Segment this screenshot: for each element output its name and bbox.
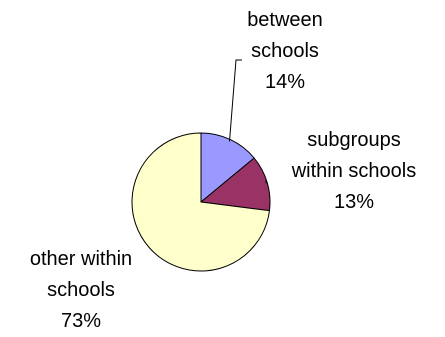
slice-label-line: other within: [29, 248, 133, 270]
slice-label-line: between: [247, 9, 323, 31]
leader-line-between-schools: [229, 59, 242, 142]
pie-slices: [131, 132, 271, 272]
slice-label-line: subgroups: [307, 129, 401, 151]
slice-label-other-within-schools: other within schools 73%: [2, 244, 160, 337]
slice-label-between-schools: between schools 14%: [226, 5, 344, 98]
pie-slice-other-within-schools: [131, 132, 271, 272]
slice-percent-label: 73%: [60, 310, 102, 332]
slice-label-line: within schools: [291, 160, 417, 182]
slice-percent-label: 14%: [264, 71, 306, 93]
slice-label-line: schools: [47, 279, 115, 301]
slice-percent-label: 13%: [333, 191, 375, 213]
pie-leader-lines: [229, 59, 267, 184]
pie-slice-subgroups-within-schools: [199, 157, 271, 212]
pie-slice-between-schools: [200, 132, 255, 204]
slice-label-line: schools: [251, 40, 319, 62]
slice-label-subgroups-within-schools: subgroups within schools 13%: [265, 125, 443, 218]
